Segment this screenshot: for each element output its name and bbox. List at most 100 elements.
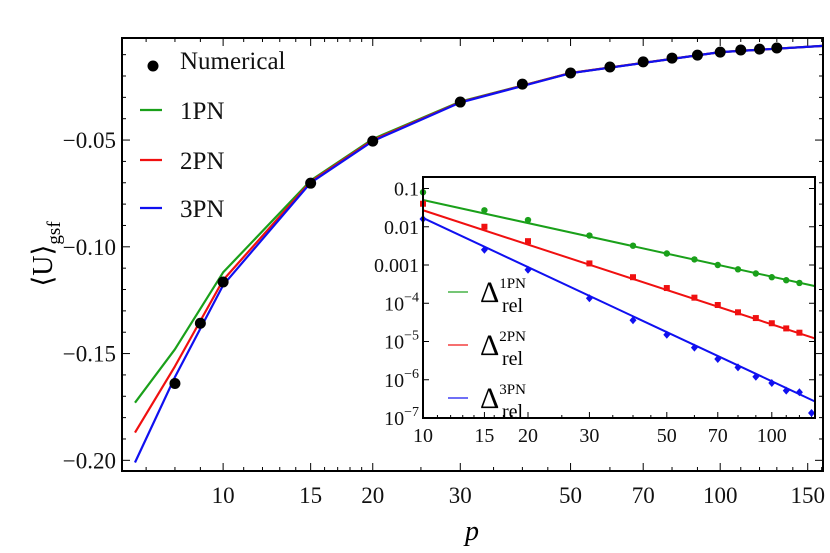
numerical-point [735,44,747,56]
inset-x-tick-label: 10 [413,425,433,447]
data-point-1pn [691,256,698,263]
y-axis-label-sub: gsf [44,221,65,245]
inset-x-tick-label: 100 [757,425,787,447]
numerical-point [169,377,181,389]
inset-y-tick-base: 10 [384,370,404,392]
x-tick-label: 20 [361,483,384,508]
data-point-3pn [690,343,698,352]
x-axis-label: p [463,516,479,547]
data-point-1pn [481,207,488,214]
fit-line-2pn [422,209,816,340]
data-point-3pn [480,245,488,254]
data-point-1pn [524,216,532,224]
data-point-3pn [585,294,593,303]
data-point-1pn [752,270,760,277]
main-plot: 10 15 20 30 50 70 100 150 −0.05 −0.10 −0.15 −0.20 Nu… [63,37,825,508]
legend-label-1pn: 1PN [180,98,224,125]
inset-y-tick-exp: −4 [404,290,419,305]
inset-y-tick-base: 0.01 [384,217,419,239]
data-point-3pn [524,265,532,274]
legend-label-2pn: 2PN [180,148,224,175]
inset-background [423,177,815,418]
main-frame [121,37,824,472]
fit-line-3pn [422,217,816,403]
numerical-point [516,78,528,90]
data-point-1pn [783,277,790,284]
inset-y-tick-label: 10−4 [384,290,419,315]
data-point-3pn [795,388,803,397]
data-point-2pn [586,260,593,267]
inset-y-tick-label: 10−5 [384,329,419,354]
data-point-1pn [734,266,742,273]
data-point-1pn [714,261,721,269]
data-point-2pn [691,294,698,301]
inset-legend-sup: 3PN [499,382,526,398]
legend-marker-numerical [147,60,159,72]
data-point-3pn [752,372,760,381]
numerical-point [454,96,466,108]
data-point-2pn [796,329,803,336]
x-tick-label: 100 [703,483,738,508]
inset-y-tick-label: 10−7 [384,405,419,430]
x-tick-label: 30 [449,483,472,508]
data-point-3pn [782,386,790,395]
numerical-point [604,61,616,73]
y-tick-label: −0.15 [63,342,116,367]
numerical-point [666,52,678,64]
inset-y-tick-base: 10 [384,332,404,354]
data-point-2pn [783,325,790,332]
fit-line-1pn [422,199,816,288]
inset-y-tick-exp: −6 [404,367,419,382]
data-point-2pn [524,238,531,245]
inset-y-tick-label: 0.01 [384,217,419,239]
inset-legend-label: Δ1PN rel [480,276,526,317]
inset-x-tick-label: 30 [579,425,599,447]
data-point-3pn [734,363,742,372]
data-point-2pn [629,274,636,281]
data-point-2pn [752,315,759,322]
data-point-2pn [714,302,721,309]
x-tick-label: 150 [790,483,825,508]
legend-label-numerical: Numerical [180,48,286,75]
inset-y-tick-base: 10 [384,408,404,430]
legend-label-3pn: 3PN [180,196,224,223]
numerical-point [771,42,783,54]
inset-y-tick-base: 10 [384,293,404,315]
inset-y-tick-base: 0.001 [374,255,419,277]
data-point-1pn [586,232,593,239]
inset-y-tick-label: 10−6 [384,367,419,392]
inset-legend-delta: Δ [480,329,499,362]
inset-legend-sup: 2PN [499,329,526,345]
inset-y-tick-exp: −5 [404,329,419,344]
data-point-3pn [768,379,776,388]
inset-legend-delta: Δ [480,276,499,309]
numerical-point [194,317,206,329]
numerical-point [637,56,649,68]
inset-x-tick-label: 20 [518,425,538,447]
inset-y-tick-exp: −7 [404,405,419,420]
inset-legend-delta: Δ [480,382,499,415]
x-tick-label: 50 [559,483,582,508]
inset-legend-sub: rel [502,401,524,423]
x-tick-label: 10 [212,483,235,508]
data-point-3pn [808,409,816,418]
data-point-3pn [663,330,671,339]
numerical-point [691,49,703,61]
inset-x-tick-label: 70 [708,425,728,447]
data-point-1pn [629,242,637,249]
numerical-point [754,43,766,55]
svg-text:⟨U⟩gsf: ⟨U⟩gsf [28,221,65,287]
y-tick-label: −0.10 [63,235,116,260]
numerical-point [714,46,726,58]
inset-plot: 10 15 20 30 50 70 1000.10.010.00110−410−510−61… [374,176,816,447]
inset-legend-sup: 1PN [499,276,526,292]
inset-legend-sub: rel [502,348,524,370]
y-axis-label: ⟨U⟩gsf [28,221,65,287]
inset-legend-sub: rel [502,295,524,317]
numerical-point [565,67,577,79]
data-point-3pn [714,354,722,363]
data-point-1pn [768,274,776,281]
y-tick-label: −0.05 [63,128,116,153]
data-point-1pn [796,279,803,287]
